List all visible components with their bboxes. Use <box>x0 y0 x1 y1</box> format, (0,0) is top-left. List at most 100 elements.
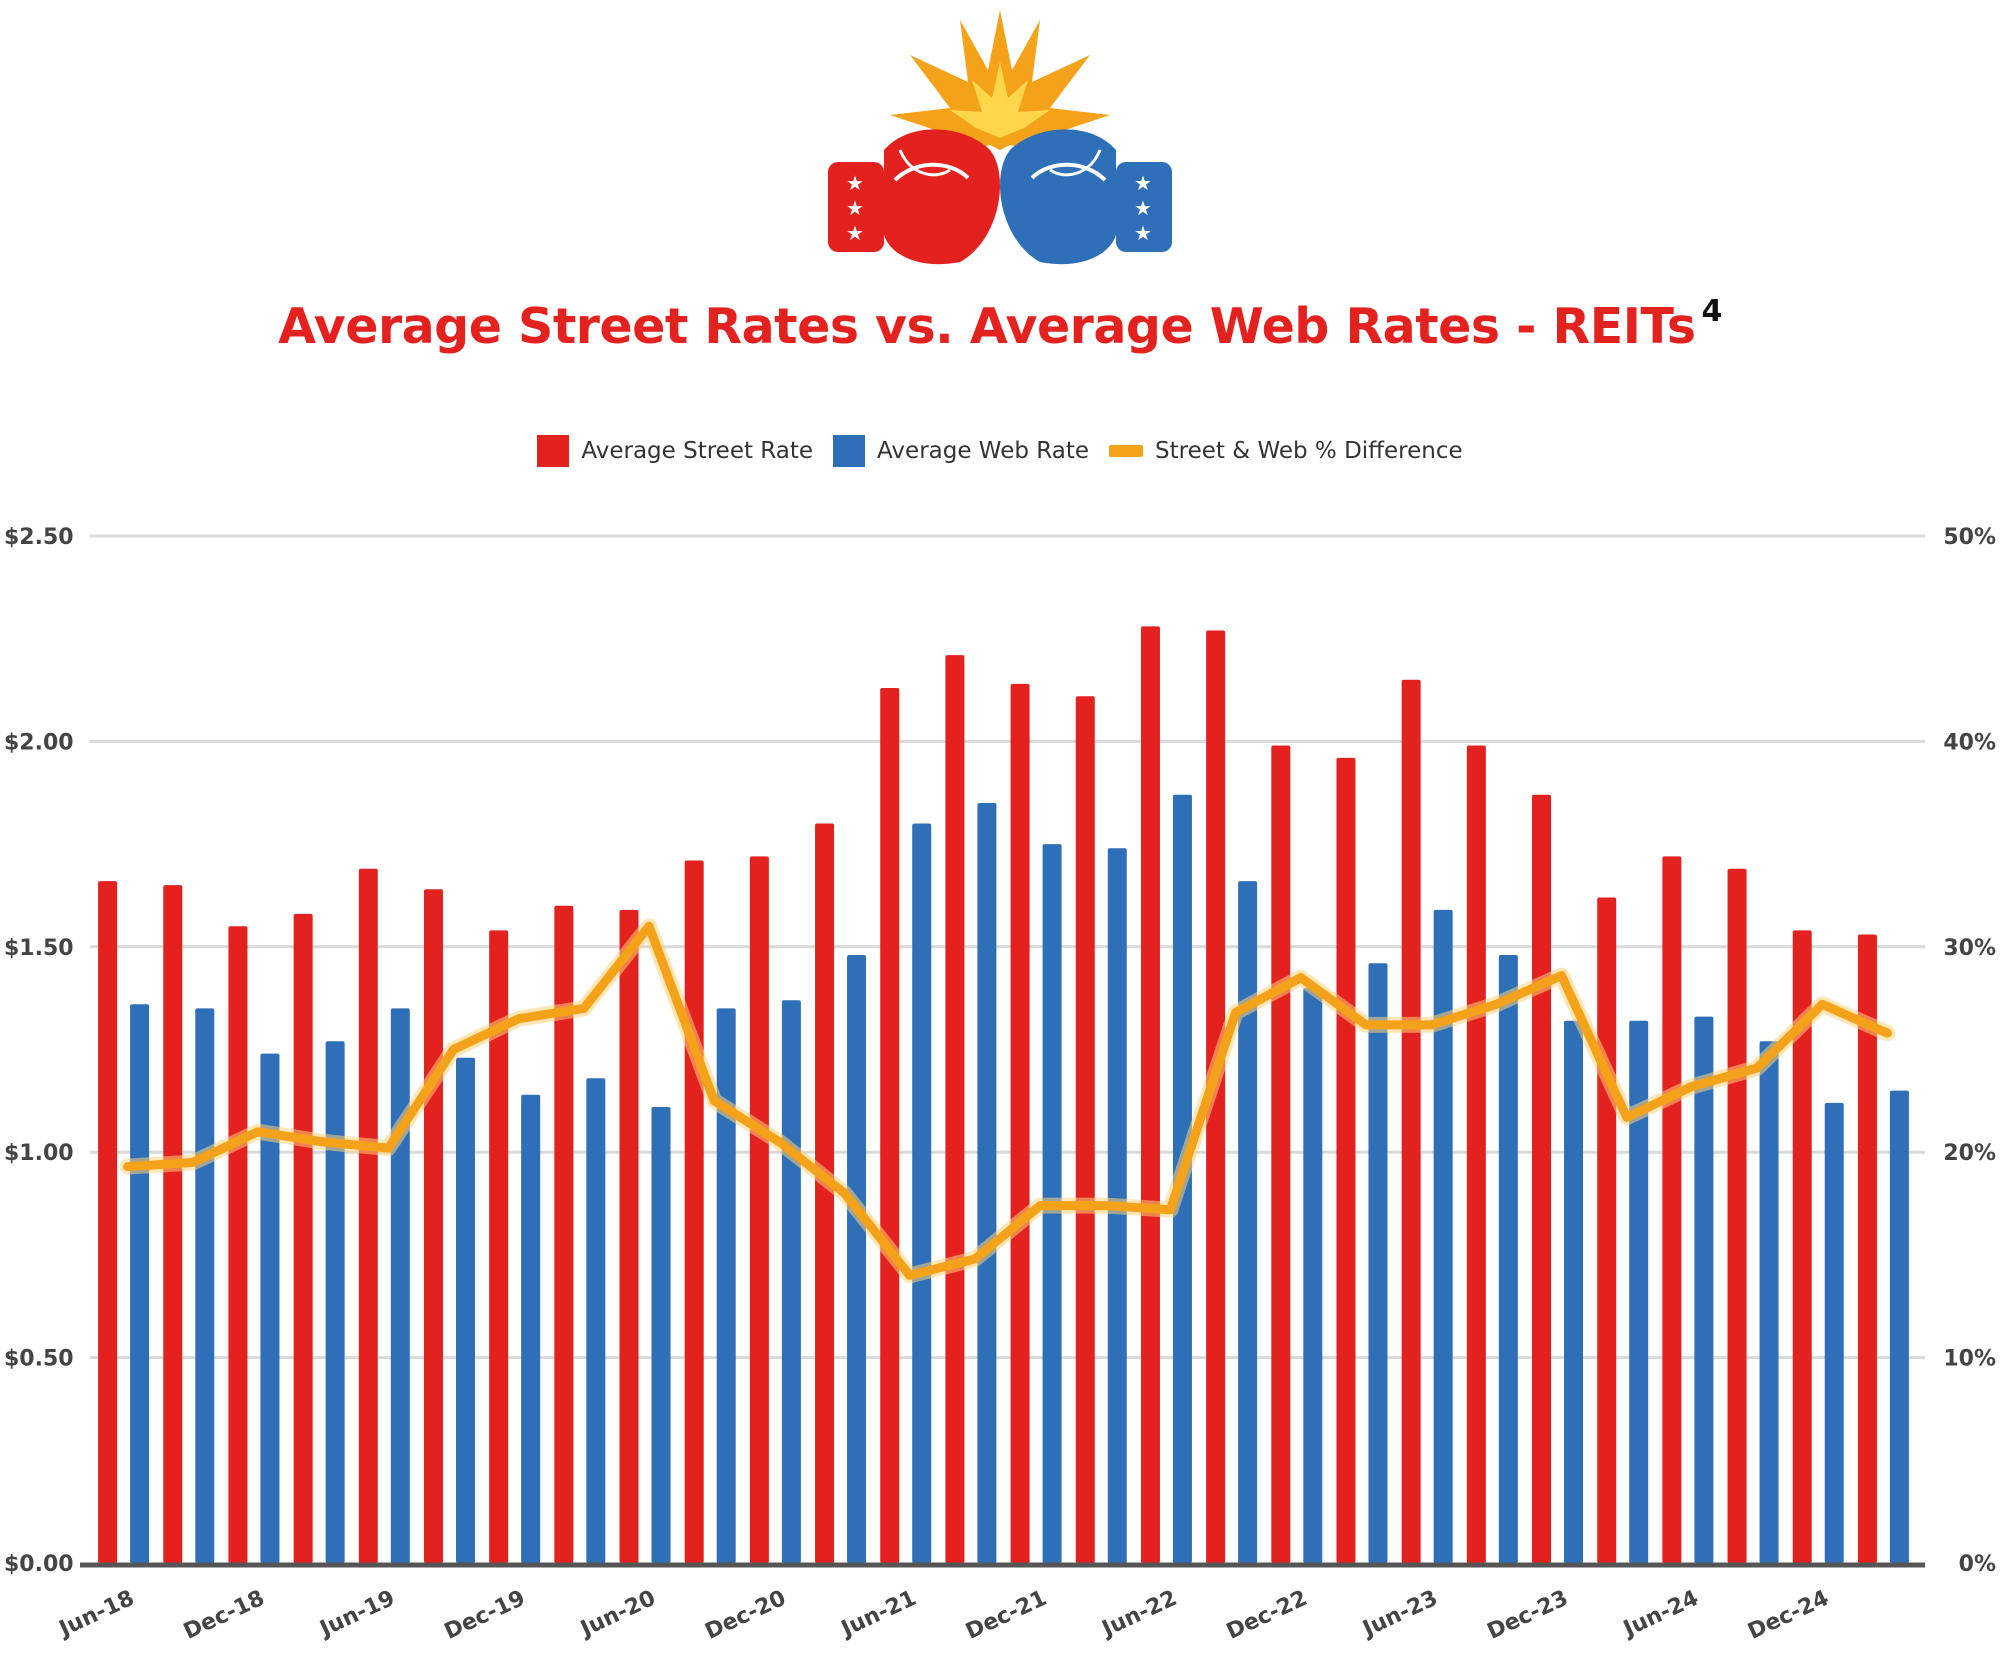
x-tick-label: Dec-18 <box>180 1586 268 1645</box>
svg-text:★: ★ <box>1134 171 1152 195</box>
difference-point <box>1495 1003 1498 1006</box>
y-tick-label: $1.00 <box>4 1141 74 1166</box>
difference-point <box>1299 976 1302 979</box>
web-rate-bar <box>521 1094 541 1563</box>
difference-point <box>191 1161 194 1164</box>
y-tick-label: $1.50 <box>4 936 74 961</box>
difference-point <box>1234 1011 1237 1014</box>
web-rate-bar <box>977 803 997 1563</box>
x-tick-label: Jun-21 <box>836 1586 920 1643</box>
web-rate-bar <box>716 1008 736 1563</box>
street-rate-bar <box>1271 745 1291 1563</box>
web-rate-bar <box>1629 1020 1649 1563</box>
legend-label-web: Average Web Rate <box>877 438 1089 464</box>
difference-point <box>1430 1023 1433 1026</box>
svg-text:★: ★ <box>846 171 864 195</box>
difference-point <box>1039 1204 1042 1207</box>
street-rate-bar <box>1662 856 1682 1563</box>
legend-item-difference: Street & Web % Difference <box>1109 435 1463 467</box>
legend-swatch-street <box>537 435 570 467</box>
street-rate-bar <box>1792 930 1812 1563</box>
x-tick-label: Jun-19 <box>315 1586 399 1643</box>
difference-point <box>452 1048 455 1051</box>
difference-point <box>256 1130 259 1133</box>
x-tick-label: Dec-19 <box>441 1586 529 1645</box>
web-rate-bar <box>455 1057 475 1563</box>
web-rate-bar <box>1238 881 1258 1563</box>
street-rate-bar <box>1727 868 1747 1563</box>
web-rate-bar <box>781 1000 801 1563</box>
street-rate-bar <box>98 881 118 1563</box>
street-rate-bar <box>815 823 835 1563</box>
web-rate-bar <box>1433 909 1453 1563</box>
y-axis-left-labels: $0.00 $0.50 $1.00 $1.50 $2.00 $2.50 <box>4 525 74 1577</box>
web-rate-bar <box>390 1008 410 1563</box>
web-rate-bar <box>130 1004 150 1563</box>
difference-point <box>778 1140 781 1143</box>
x-tick-label: Dec-24 <box>1744 1586 1832 1645</box>
street-rate-bar <box>1857 934 1877 1563</box>
street-rate-bar <box>1401 679 1421 1563</box>
chart-title: Average Street Rates vs. Average Web Rat… <box>0 294 2000 355</box>
svg-text:★: ★ <box>846 221 864 245</box>
difference-point <box>908 1274 911 1277</box>
web-rate-bar <box>912 823 932 1563</box>
difference-point <box>973 1258 976 1261</box>
street-rate-bar <box>1597 897 1617 1563</box>
y2-tick-label: 50% <box>1943 525 1996 550</box>
difference-point <box>713 1099 716 1102</box>
difference-point <box>126 1165 129 1168</box>
web-rate-bar <box>1498 955 1518 1563</box>
web-rate-bar <box>1303 987 1323 1563</box>
difference-point <box>322 1140 325 1143</box>
street-rate-bar <box>554 905 574 1563</box>
web-rate-bar <box>651 1107 671 1563</box>
x-tick-label: Jun-20 <box>575 1586 659 1643</box>
difference-point <box>843 1192 846 1195</box>
legend-swatch-web <box>833 435 866 467</box>
street-rate-bar <box>880 687 900 1563</box>
street-rate-bar <box>1336 757 1356 1563</box>
web-rate-bar <box>1564 1020 1584 1563</box>
difference-point <box>1104 1204 1107 1207</box>
chart-legend: Average Street Rate Average Web Rate Str… <box>0 435 2000 467</box>
street-rate-bar <box>619 909 639 1563</box>
legend-item-street: Average Street Rate <box>537 435 813 467</box>
svg-text:★: ★ <box>846 196 864 220</box>
street-rate-bar <box>1010 683 1030 1563</box>
web-rate-bar <box>1368 963 1388 1563</box>
svg-text:★: ★ <box>1134 196 1152 220</box>
web-rate-bar <box>1889 1090 1909 1563</box>
street-rate-bar <box>945 655 965 1563</box>
street-rate-bar <box>1532 794 1552 1563</box>
y2-tick-label: 10% <box>1943 1347 1996 1372</box>
x-axis-labels: Jun-18 Dec-18 Jun-19 Dec-19 Jun-20 Dec-20 Jun-… <box>54 1586 1833 1645</box>
x-tick-label: Dec-22 <box>1223 1586 1311 1645</box>
difference-point <box>1756 1066 1759 1069</box>
x-tick-label: Dec-20 <box>701 1586 789 1645</box>
street-rate-bar <box>489 930 509 1563</box>
y-tick-label: $2.50 <box>4 525 74 550</box>
x-tick-label: Jun-18 <box>54 1586 138 1643</box>
difference-line-series <box>119 918 1896 1284</box>
web-rate-bar <box>325 1041 345 1563</box>
street-rate-bar <box>684 860 704 1563</box>
y2-tick-label: 30% <box>1943 936 1996 961</box>
title-footnote-marker: 4 <box>1701 294 1723 329</box>
web-rate-bar <box>195 1008 215 1563</box>
street-rate-bar <box>163 885 183 1563</box>
street-rate-bar <box>1075 696 1095 1563</box>
difference-point <box>648 925 651 928</box>
difference-point <box>1625 1116 1628 1119</box>
web-rate-bar <box>847 955 867 1563</box>
chart-title-text: Average Street Rates vs. Average Web Rat… <box>278 298 1696 355</box>
legend-item-web: Average Web Rate <box>833 435 1089 467</box>
legend-label-street: Average Street Rate <box>581 438 814 464</box>
web-rate-bar <box>260 1053 280 1563</box>
y-axis-right-labels: 0% 10% 20% 30% 40% 50% <box>1943 525 1996 1577</box>
boxing-gloves-clash-icon: ★ ★ ★ ★ ★ ★ <box>828 10 1172 265</box>
y2-tick-label: 40% <box>1943 730 1996 755</box>
street-rate-bar <box>1140 626 1160 1563</box>
street-rate-bar <box>1466 745 1486 1563</box>
